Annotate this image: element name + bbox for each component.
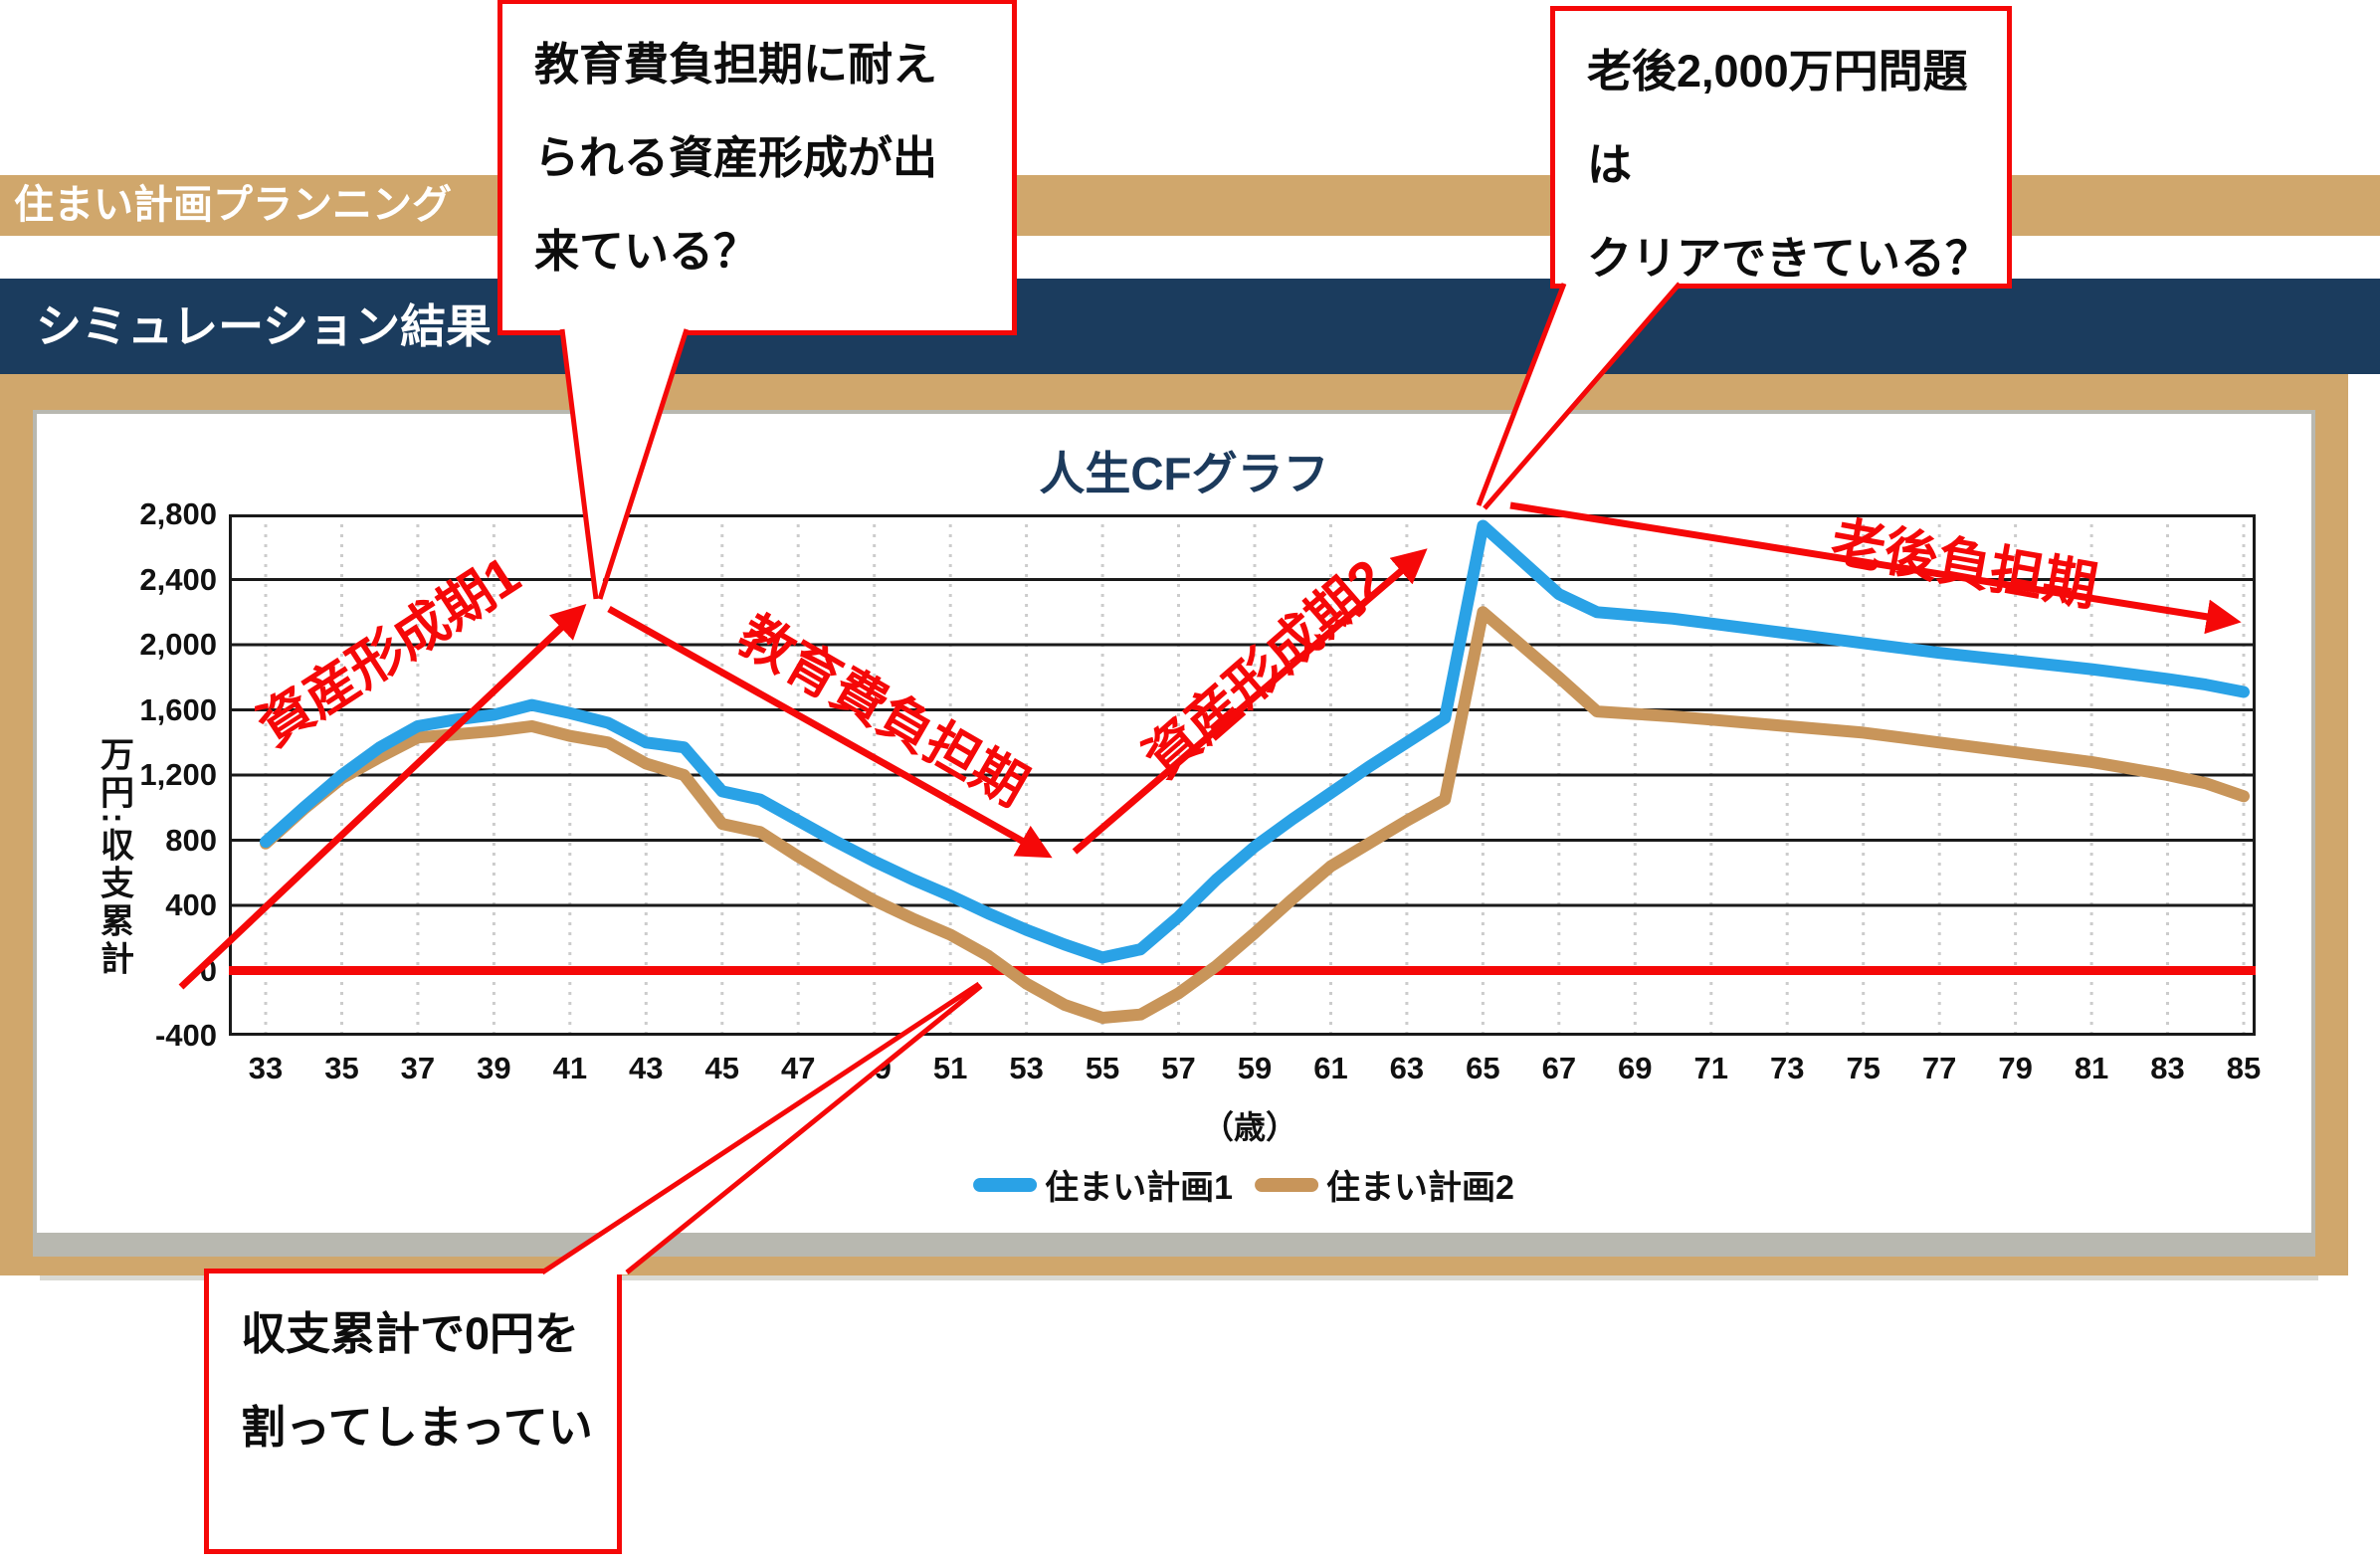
app-title: 住まい計画プランニング bbox=[14, 183, 452, 227]
y-tick-label: 0 bbox=[199, 952, 217, 988]
x-tick-label: 35 bbox=[324, 1051, 359, 1085]
plan1-line-swatch bbox=[973, 1177, 1038, 1192]
y-tick-label: 2,000 bbox=[139, 627, 217, 662]
x-tick-label: 47 bbox=[780, 1051, 816, 1085]
x-tick-label: 39 bbox=[477, 1051, 511, 1085]
callout-retirement-line1: 老後2,000万円問題は bbox=[1587, 46, 1968, 190]
x-tick-label: 61 bbox=[1313, 1051, 1348, 1085]
y-axis-title: 万円:収支累計 bbox=[95, 736, 133, 979]
callout-retirement-line2: クリアできている？ bbox=[1587, 233, 1991, 284]
y-tick-label: 2,800 bbox=[139, 496, 217, 531]
callout-education-line2: られる資産形成が出 bbox=[534, 132, 938, 183]
x-tick-label: 81 bbox=[2074, 1051, 2109, 1085]
callout-deficit-warning: 収支累計で0円を 割ってしまってい bbox=[204, 1269, 622, 1554]
legend-item-plan1: 住まい計画1 bbox=[973, 1160, 1233, 1209]
section-title: シミュレーション結果 bbox=[36, 300, 493, 352]
x-tick-label: 63 bbox=[1389, 1051, 1425, 1085]
y-tick-label: 2,400 bbox=[139, 561, 217, 597]
y-tick-label: 1,600 bbox=[139, 691, 217, 727]
x-tick-label: 73 bbox=[1769, 1051, 1805, 1085]
x-tick-label: 45 bbox=[704, 1051, 739, 1085]
app-title-bar: 住まい計画プランニング bbox=[0, 175, 2380, 236]
callout-retirement-2000: 老後2,000万円問題は クリアできている？ bbox=[1550, 6, 2012, 289]
plan2-line-swatch bbox=[1255, 1177, 1318, 1192]
x-tick-label: 69 bbox=[1618, 1051, 1653, 1085]
callout-deficit-line1: 収支累計で0円を bbox=[241, 1308, 580, 1359]
x-tick-label: 33 bbox=[248, 1051, 284, 1085]
x-tick-label: 49 bbox=[857, 1051, 892, 1085]
callout-education-line1: 教育費負担期に耐え bbox=[534, 39, 938, 90]
chart-legend: 住まい計画1 住まい計画2 bbox=[973, 1160, 1514, 1209]
x-tick-label: 71 bbox=[1693, 1051, 1728, 1085]
x-tick-label: 41 bbox=[552, 1051, 588, 1085]
plan1-legend-label: 住まい計画1 bbox=[1045, 1169, 1233, 1207]
x-tick-label: 53 bbox=[1009, 1051, 1044, 1085]
x-tick-label: 85 bbox=[2226, 1051, 2262, 1085]
x-tick-label: 65 bbox=[1466, 1051, 1500, 1085]
x-tick-label: 57 bbox=[1161, 1051, 1196, 1085]
x-tick-label: 67 bbox=[1541, 1051, 1577, 1085]
callout-education-cost: 教育費負担期に耐え られる資産形成が出 来ている？ bbox=[497, 0, 1017, 335]
legend-item-plan2: 住まい計画2 bbox=[1255, 1160, 1514, 1209]
x-tick-label: 59 bbox=[1237, 1051, 1273, 1085]
x-tick-label: 77 bbox=[1921, 1051, 1957, 1085]
x-tick-label: 51 bbox=[932, 1051, 968, 1085]
x-axis-title: （歳） bbox=[1201, 1109, 1298, 1145]
x-tick-label: 55 bbox=[1085, 1051, 1120, 1085]
y-tick-label: 800 bbox=[165, 822, 217, 858]
chart-title: 人生CFグラフ bbox=[1039, 448, 1329, 499]
y-tick-label: -400 bbox=[154, 1018, 217, 1053]
y-tick-label: 400 bbox=[165, 887, 217, 922]
x-tick-label: 79 bbox=[1998, 1051, 2033, 1085]
callout-education-line3: 来ている？ bbox=[534, 226, 759, 277]
x-tick-label: 37 bbox=[400, 1051, 436, 1085]
x-tick-label: 75 bbox=[1846, 1051, 1881, 1085]
frame-shadow bbox=[40, 1275, 2318, 1280]
section-title-bar: シミュレーション結果 bbox=[0, 279, 2380, 374]
x-tick-label: 83 bbox=[2150, 1051, 2185, 1085]
plan2-legend-label: 住まい計画2 bbox=[1326, 1169, 1514, 1207]
callout-deficit-line2: 割ってしまってい bbox=[241, 1402, 593, 1453]
y-tick-label: 1,200 bbox=[139, 757, 217, 792]
x-tick-label: 43 bbox=[629, 1051, 664, 1085]
